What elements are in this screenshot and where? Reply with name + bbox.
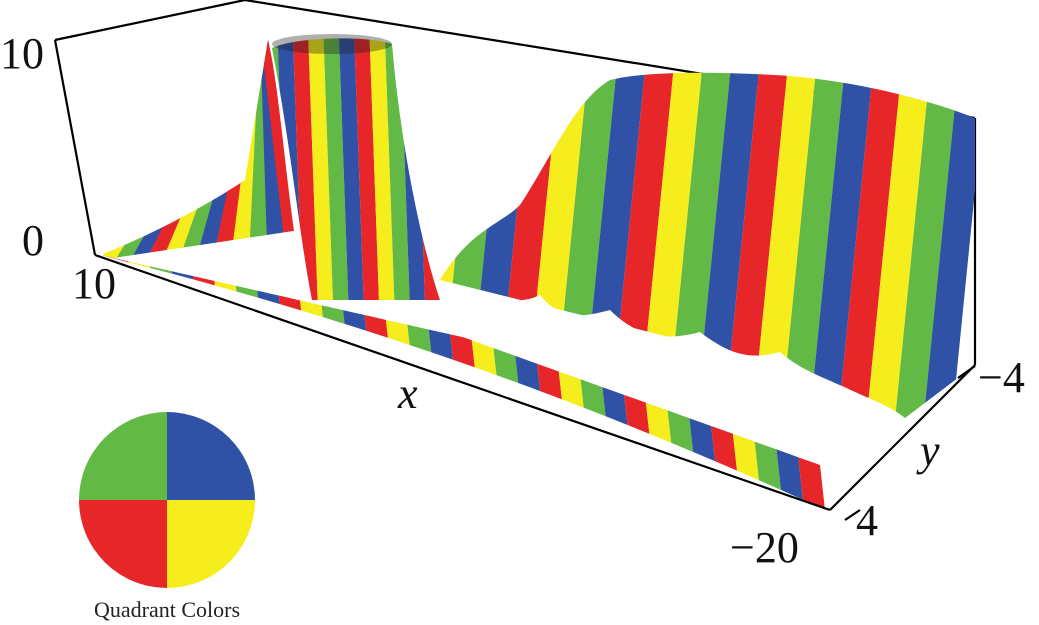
surface-band xyxy=(254,262,296,451)
quadrant-legend-disc xyxy=(79,412,255,588)
quadrant-legend: Quadrant Colors xyxy=(79,412,255,622)
surface-band xyxy=(297,277,340,466)
x-axis-label: x xyxy=(397,369,418,418)
z-tick-label-min: 0 xyxy=(22,216,44,265)
surface-wave-gap xyxy=(460,285,905,418)
surface-band xyxy=(354,38,380,300)
surface-band xyxy=(807,72,876,418)
legend-quadrant-top-right xyxy=(167,412,255,500)
x-tick-label-end: −20 xyxy=(730,523,799,572)
surface-band xyxy=(921,72,975,418)
surface-band xyxy=(864,72,933,418)
surface-band xyxy=(260,40,284,235)
surface-band xyxy=(275,270,318,458)
y-tick-label-min: −4 xyxy=(978,353,1025,402)
surface-band xyxy=(323,38,349,300)
surface-band xyxy=(210,255,253,435)
y-tick-label-max: 4 xyxy=(856,496,878,545)
surface-band xyxy=(188,255,231,427)
surface-plateau xyxy=(440,72,975,418)
surface-pole xyxy=(272,38,440,300)
surface-band xyxy=(893,72,962,418)
legend-quadrant-bottom-left xyxy=(79,500,167,588)
legend-quadrant-bottom-right xyxy=(167,500,255,588)
box-front-edges xyxy=(94,253,976,521)
surface-band xyxy=(722,72,791,418)
surface-band xyxy=(836,72,905,418)
surface-band xyxy=(308,38,334,300)
legend-quadrant-top-left xyxy=(79,412,167,500)
surface-band xyxy=(369,38,395,300)
quadrant-legend-caption: Quadrant Colors xyxy=(94,597,240,622)
x-tick-label-start: 10 xyxy=(72,259,116,308)
surface-band xyxy=(232,255,275,443)
y-axis-label: y xyxy=(916,426,940,475)
surface-left-slope xyxy=(100,40,300,260)
z-tick-label-max: 10 xyxy=(0,29,44,78)
surface-band xyxy=(384,38,410,300)
surface-band xyxy=(798,457,840,512)
surface-band xyxy=(338,38,364,300)
surface-band xyxy=(167,255,209,419)
surface-band xyxy=(779,72,848,418)
surface-band xyxy=(292,38,318,300)
pole-rim xyxy=(272,34,392,54)
surface-band xyxy=(750,72,819,418)
